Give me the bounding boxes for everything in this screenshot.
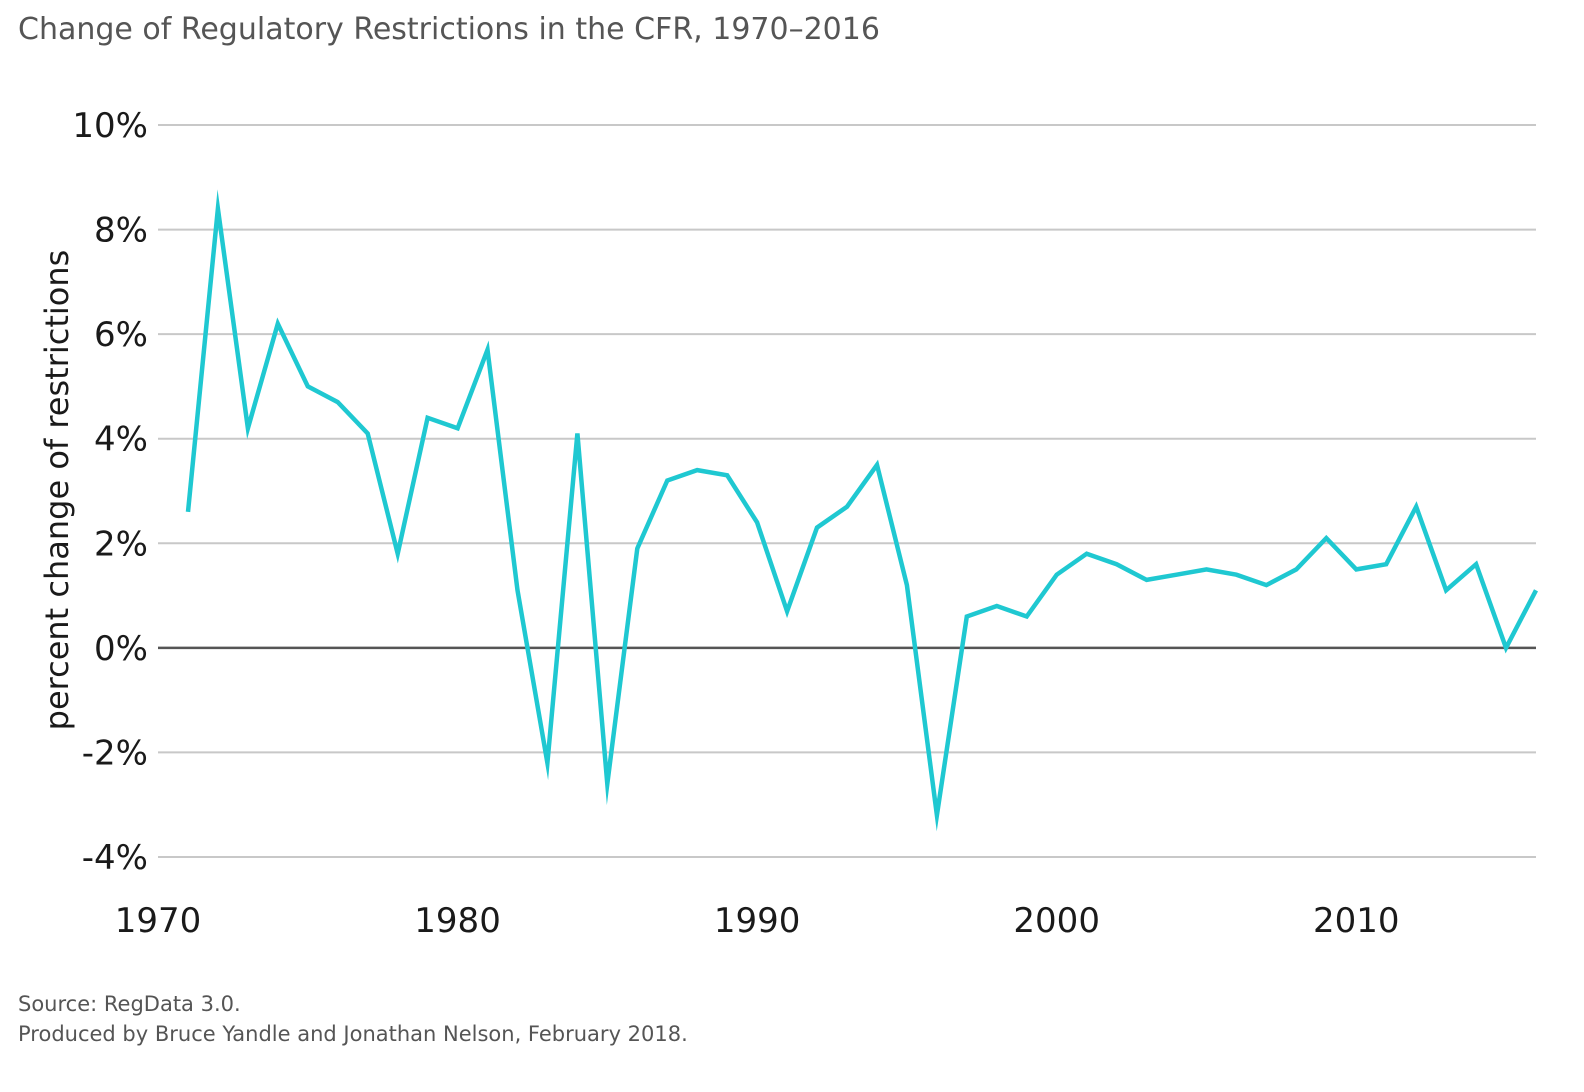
chart-title: Change of Regulatory Restrictions in the… [18, 12, 880, 47]
x-axis-ticks: 1970 1980 1990 2000 2010 [115, 901, 1400, 941]
x-tick-label: 1990 [714, 901, 801, 941]
series-line [185, 189, 1538, 832]
x-tick-label: 2010 [1313, 901, 1400, 941]
gridlines [158, 124, 1536, 858]
y-tick-label: 0% [94, 629, 148, 669]
y-tick-label: 2% [94, 524, 148, 564]
series-layer [185, 189, 1538, 832]
source-note: Source: RegData 3.0. [18, 992, 241, 1016]
y-tick-label: -2% [82, 733, 148, 773]
x-tick-label: 1970 [115, 901, 202, 941]
x-tick-label: 2000 [1013, 901, 1100, 941]
y-axis-title: percent change of restrictions [38, 250, 76, 731]
y-axis-ticks: 10% 8% 6% 4% 2% 0% -2% -4% [72, 106, 148, 878]
y-tick-label: 6% [94, 315, 148, 355]
credit-note: Produced by Bruce Yandle and Jonathan Ne… [18, 1022, 688, 1046]
y-tick-label: -4% [82, 838, 148, 878]
y-tick-label: 4% [94, 420, 148, 460]
y-tick-label: 10% [72, 106, 148, 146]
y-tick-label: 8% [94, 211, 148, 251]
x-tick-label: 1980 [414, 901, 501, 941]
